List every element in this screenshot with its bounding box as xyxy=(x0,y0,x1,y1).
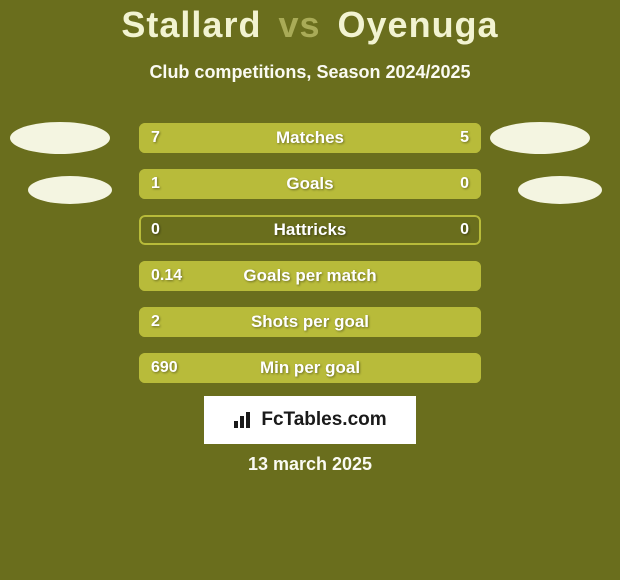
page-title: Stallard vs Oyenuga xyxy=(0,4,620,46)
avatar-ellipse xyxy=(28,176,112,204)
stat-value-right: 0 xyxy=(460,215,469,245)
brand-badge: FcTables.com xyxy=(204,396,416,444)
stat-row: Matches7 5 xyxy=(139,123,481,153)
stat-label: Min per goal xyxy=(139,353,481,383)
stat-row: Hattricks0 0 xyxy=(139,215,481,245)
stat-value-left: 7 xyxy=(151,123,160,153)
comparison-canvas: Stallard vs Oyenuga Club competitions, S… xyxy=(0,0,620,580)
stat-bars: Matches75Goals10Hattricks00Goals per mat… xyxy=(139,123,481,399)
stat-label: Hattricks xyxy=(139,215,481,245)
stat-value-right: 5 xyxy=(460,123,469,153)
avatar-ellipse xyxy=(10,122,110,154)
avatar-ellipse xyxy=(490,122,590,154)
stat-value-left: 2 xyxy=(151,307,160,337)
stat-row: Goals1 0 xyxy=(139,169,481,199)
brand-text: FcTables.com xyxy=(261,409,386,431)
stat-label: Shots per goal xyxy=(139,307,481,337)
stat-value-right: 0 xyxy=(460,169,469,199)
brand-bars-icon xyxy=(233,411,255,429)
stat-row: Min per goal690 xyxy=(139,353,481,383)
stat-value-left: 1 xyxy=(151,169,160,199)
stat-label: Goals xyxy=(139,169,481,199)
title-vs: vs xyxy=(278,4,320,45)
title-player-a: Stallard xyxy=(121,4,261,45)
stat-value-left: 0 xyxy=(151,215,160,245)
stat-row: Shots per goal2 xyxy=(139,307,481,337)
title-player-b: Oyenuga xyxy=(338,4,499,45)
stat-value-left: 0.14 xyxy=(151,261,182,291)
avatar-ellipse xyxy=(518,176,602,204)
stat-label: Goals per match xyxy=(139,261,481,291)
stat-label: Matches xyxy=(139,123,481,153)
subtitle: Club competitions, Season 2024/2025 xyxy=(0,62,620,83)
date-label: 13 march 2025 xyxy=(0,454,620,475)
stat-row: Goals per match0.14 xyxy=(139,261,481,291)
stat-value-left: 690 xyxy=(151,353,178,383)
